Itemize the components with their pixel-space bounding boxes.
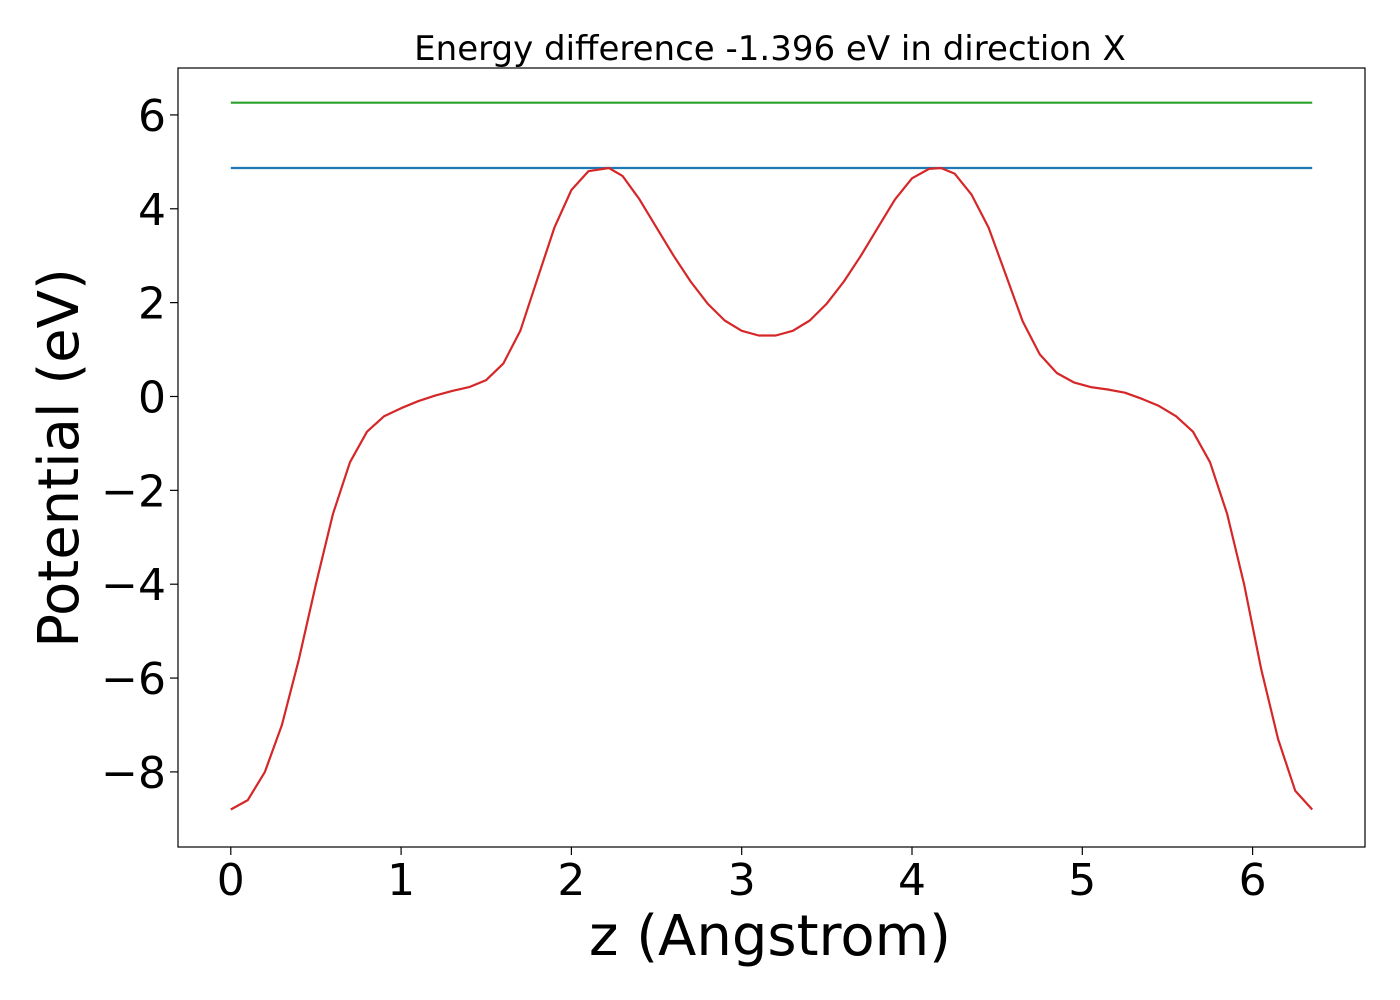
- x-tick-label: 0: [217, 855, 245, 906]
- x-tick-label: 2: [557, 855, 585, 906]
- x-tick-label: 4: [898, 855, 926, 906]
- series-layer: [230, 101, 1314, 811]
- x-tick-label: 5: [1068, 855, 1096, 906]
- x-axis: 0 1 2 3 4 5 6: [217, 847, 1267, 906]
- y-tick-label: −8: [101, 748, 166, 799]
- y-axis: −8 −6 −4 −2 0 2 4 6: [101, 91, 178, 799]
- y-tick-label: 0: [138, 372, 166, 423]
- y-tick-label: 6: [138, 91, 166, 142]
- x-tick-label: 6: [1239, 855, 1267, 906]
- y-tick-label: −6: [101, 654, 166, 705]
- y-tick-label: −2: [101, 466, 166, 517]
- chart-title: Energy difference -1.396 eV in direction…: [414, 29, 1126, 69]
- series-potential-curve: [230, 166, 1314, 811]
- y-tick-label: −4: [101, 560, 166, 611]
- y-tick-label: 4: [138, 185, 166, 236]
- x-tick-label: 3: [728, 855, 756, 906]
- y-tick-label: 2: [138, 279, 166, 330]
- plot-frame: [177, 67, 1366, 848]
- y-axis-label: Potential (eV): [27, 268, 92, 648]
- x-tick-label: 1: [387, 855, 415, 906]
- x-axis-label: z (Angstrom): [589, 904, 951, 969]
